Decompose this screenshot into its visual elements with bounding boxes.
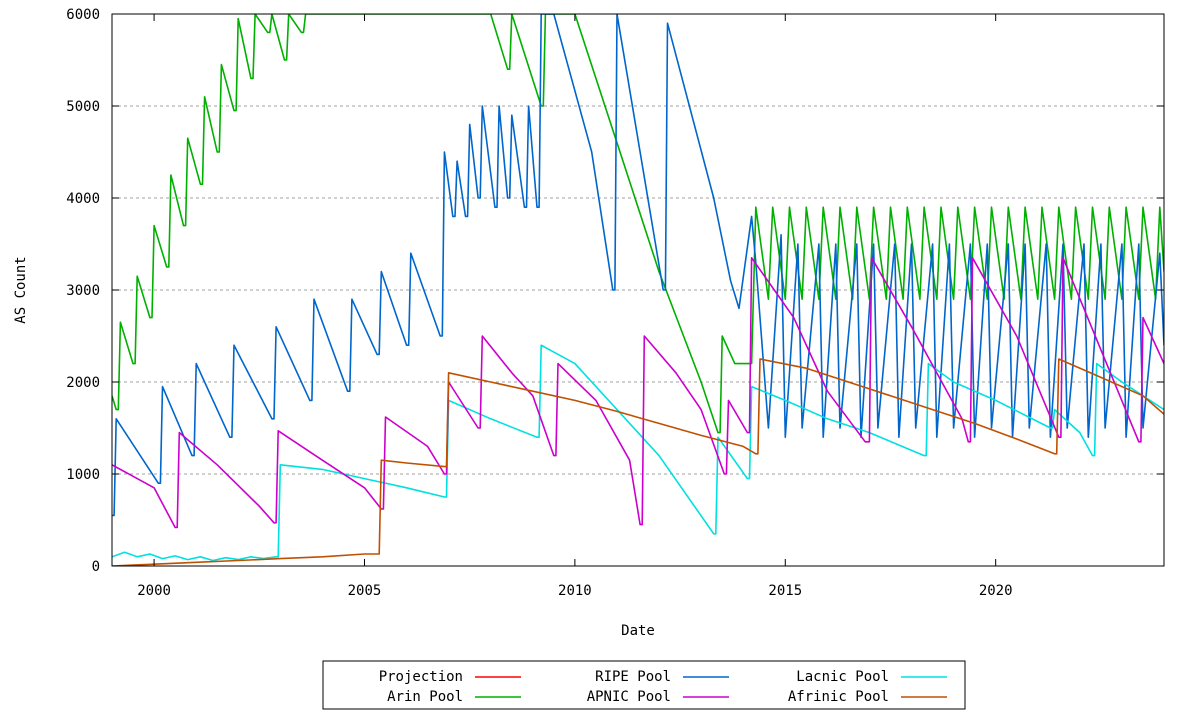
legend-box [322,660,966,710]
y-tick-label: 5000 [66,99,100,115]
legend-label: Lacnic Pool [796,669,889,685]
legend: Projection RIPE Pool Lacnic Pool Arin Pool A… [322,660,966,710]
y-tick-label: 1000 [66,467,100,483]
y-tick-label: 0 [92,559,100,575]
grid-lines [112,105,1164,475]
x-axis-label: Date [621,623,655,639]
x-tick-label: 2005 [348,583,382,599]
series-line-afrinic-pool [112,358,1164,566]
series-line-apnic-pool [112,256,1164,529]
y-tick-label: 2000 [66,375,100,391]
legend-label: RIPE Pool [595,669,671,685]
series-line-arin-pool [112,14,1164,434]
series-line-ripe-pool [112,14,1164,517]
legend-label: Projection [379,669,463,685]
series-lines [112,14,1164,566]
y-axis-label: AS Count [13,256,29,323]
x-tick-label: 2015 [768,583,802,599]
axis-ticks: 0 1000 2000 3000 4000 5000 6000 2000 2005 2010 201… [66,7,1164,599]
y-tick-label: 3000 [66,283,100,299]
x-tick-label: 2020 [979,583,1013,599]
legend-label: Afrinic Pool [788,689,889,705]
legend-label: Arin Pool [387,689,463,705]
x-tick-label: 2010 [558,583,592,599]
legend-label: APNIC Pool [587,689,671,705]
series-line-lacnic-pool [112,344,1164,562]
x-tick-label: 2000 [137,583,171,599]
y-tick-label: 6000 [66,7,100,23]
y-tick-label: 4000 [66,191,100,207]
